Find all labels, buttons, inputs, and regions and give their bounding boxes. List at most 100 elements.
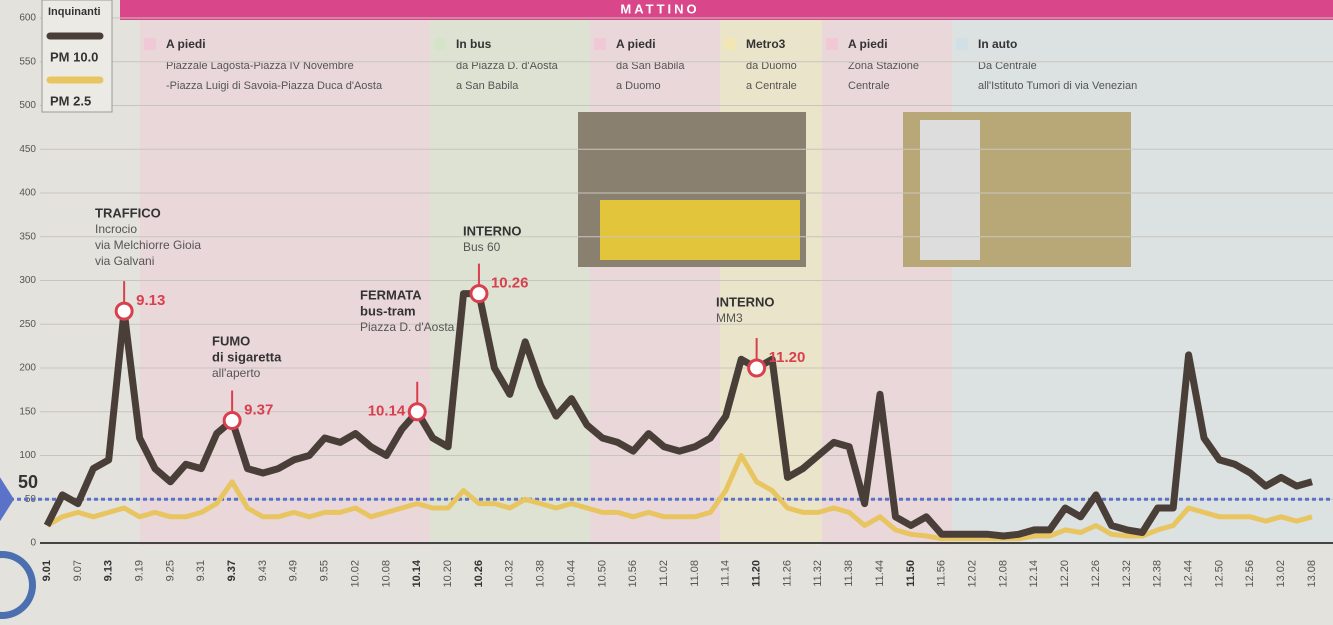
x-tick-label: 9.07 [72, 560, 84, 581]
y-tick-label: 0 [30, 538, 36, 549]
x-tick-label: 12.02 [967, 560, 979, 588]
annotation-point [407, 402, 427, 422]
threshold-label: 50 [18, 472, 38, 492]
y-tick-label: 200 [19, 363, 36, 374]
x-tick-label: 9.55 [319, 560, 331, 581]
x-tick-label: 10.56 [627, 560, 639, 588]
annotation-title: INTERNO [463, 223, 522, 238]
segment-marker [956, 38, 968, 50]
segment-band [140, 20, 430, 545]
y-tick-label: 550 [19, 56, 36, 67]
series-line [43, 290, 1313, 540]
segment-route: Da Centrale [978, 60, 1037, 72]
x-tick-label: 9.43 [257, 560, 269, 581]
segment-band [952, 20, 1333, 545]
annotation-time: 10.26 [491, 275, 529, 292]
annotation-text: via Melchiorre Gioia [95, 238, 201, 252]
x-tick-label: 11.14 [720, 560, 732, 587]
y-tick-label: 350 [19, 231, 36, 242]
x-tick-label: 10.08 [380, 560, 392, 588]
segment-marker [144, 38, 156, 50]
segment-route: -Piazza Luigi di Savoia-Piazza Duca d'Ao… [166, 80, 383, 92]
annotation-point [222, 411, 242, 430]
legend-label: PM 2.5 [50, 93, 91, 108]
annotation-title: INTERNO [716, 294, 775, 309]
y-tick-label: 450 [19, 144, 36, 155]
x-tick-label: 9.25 [164, 560, 176, 581]
x-tick-label: 10.14 [411, 559, 423, 587]
annotation-title: FUMO [212, 333, 250, 348]
annotation-text: Bus 60 [463, 240, 501, 254]
x-tick-label: 10.02 [349, 560, 361, 588]
x-tick-label: 12.20 [1059, 560, 1071, 588]
segment-route: a San Babila [456, 80, 519, 92]
segment-route: Zona Stazione [848, 60, 919, 72]
y-tick-label: 100 [19, 450, 36, 461]
annotation-text: all'aperto [212, 366, 261, 380]
annotation-title: TRAFFICO [95, 205, 161, 220]
x-tick-label: 11.02 [658, 560, 670, 587]
x-tick-label: 9.37 [226, 560, 238, 581]
segment-marker [594, 38, 606, 50]
segment-marker [724, 38, 736, 50]
segment-marker [826, 38, 838, 50]
x-tick-label: 13.02 [1275, 560, 1287, 588]
x-tick-label: 12.56 [1244, 560, 1256, 588]
segment-route: da San Babila [616, 60, 685, 72]
y-tick-label: 600 [19, 13, 36, 24]
segment-band [430, 20, 590, 545]
annotation-time: 9.37 [244, 401, 273, 418]
annotation-time: 11.20 [769, 349, 806, 366]
segment-route: a Duomo [616, 80, 661, 92]
x-tick-label: 10.20 [442, 560, 454, 588]
annotation-text: Piazza D. d'Aosta [360, 320, 455, 334]
annotation-point [747, 358, 767, 378]
x-tick-label: 12.44 [1182, 560, 1194, 588]
x-tick-label: 9.01 [41, 560, 53, 581]
segment-band [590, 20, 720, 545]
x-tick-label: 11.56 [936, 560, 948, 587]
x-tick-label: 12.32 [1121, 560, 1133, 588]
x-tick-label: 9.49 [288, 560, 300, 581]
x-tick-label: 10.44 [565, 560, 577, 588]
x-tick-label: 10.32 [504, 560, 516, 588]
legend-title: Inquinanti [48, 6, 101, 18]
segment-band [720, 20, 822, 545]
y-tick-label: 250 [19, 319, 36, 330]
segment-marker [434, 38, 446, 50]
legend [41, 0, 113, 113]
x-tick-label: 11.26 [781, 560, 793, 587]
threshold-arrow [0, 477, 14, 522]
segment-route: Piazzale Lagosta-Piazza IV Novembre [166, 60, 354, 72]
x-tick-label: 11.44 [874, 560, 886, 587]
x-tick-label: 11.50 [905, 560, 917, 587]
x-tick-label: 9.31 [195, 560, 207, 581]
y-tick-label: 500 [19, 100, 36, 111]
annotation-text: MM3 [716, 311, 743, 325]
x-tick-label: 12.38 [1152, 560, 1164, 588]
chart-title: MATTINO [620, 1, 699, 16]
photo-taxi [600, 200, 800, 260]
y-tick-label: 150 [19, 406, 36, 417]
y-tick-label: 400 [19, 188, 36, 199]
photo-train [920, 120, 980, 260]
x-tick-label: 11.20 [751, 560, 763, 587]
segment-route: all'Istituto Tumori di via Venezian [978, 80, 1137, 92]
clock-face [0, 558, 29, 612]
x-tick-label: 13.08 [1306, 560, 1318, 588]
x-tick-label: 12.14 [1028, 560, 1040, 588]
title-band [120, 0, 1333, 20]
segment-mode: Metro3 [746, 37, 786, 51]
series-line [45, 453, 1313, 542]
x-tick-label: 12.26 [1090, 560, 1102, 588]
segment-mode: A piedi [848, 37, 888, 51]
annotation-title: di sigaretta [212, 349, 282, 364]
x-tick-label: 9.13 [103, 560, 115, 581]
x-tick-label: 12.08 [997, 560, 1009, 588]
segment-mode: A piedi [166, 37, 206, 51]
annotation-point [114, 301, 134, 321]
annotation-time: 10.14 [368, 403, 406, 420]
y-tick-label: 50 [25, 494, 37, 505]
segment-mode: In auto [978, 37, 1017, 51]
